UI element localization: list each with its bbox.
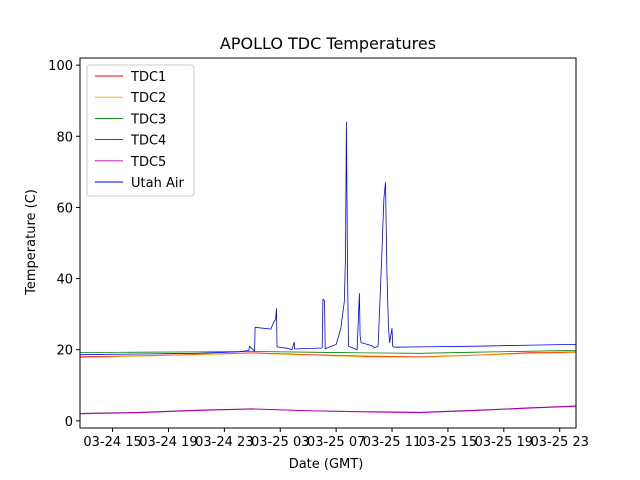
chart-title: APOLLO TDC Temperatures bbox=[220, 34, 436, 53]
y-tick-label: 80 bbox=[56, 130, 73, 145]
plot-frame bbox=[79, 57, 577, 429]
x-tick-label: 03-24 23 bbox=[195, 435, 253, 450]
y-tick-label: 20 bbox=[56, 344, 73, 359]
legend-label: TDC1 bbox=[130, 70, 166, 85]
x-tick-label: 03-25 19 bbox=[475, 435, 533, 450]
x-tick-label: 03-25 23 bbox=[530, 435, 588, 450]
legend-box bbox=[86, 64, 195, 197]
x-tick-label: 03-25 03 bbox=[251, 435, 309, 450]
y-tick-label: 60 bbox=[56, 201, 73, 216]
x-tick-label: 03-24 19 bbox=[139, 435, 197, 450]
legend: TDC1 TDC2 TDC3 TDC4 TDC5 Utah Air bbox=[86, 64, 195, 197]
plot-area bbox=[79, 121, 577, 415]
legend-label: TDC2 bbox=[130, 91, 166, 106]
y-tick-label: 0 bbox=[65, 415, 73, 430]
series-line-tdc3 bbox=[79, 350, 577, 354]
x-axis-title: Date (GMT) bbox=[289, 457, 364, 472]
series-line-tdc5 bbox=[79, 405, 577, 415]
y-axis: 0 20 40 60 80 100 bbox=[48, 59, 80, 430]
series-line-tdc2 bbox=[79, 352, 577, 358]
x-tick-label: 03-25 11 bbox=[363, 435, 421, 450]
legend-label: TDC5 bbox=[130, 155, 166, 170]
x-tick-label: 03-25 15 bbox=[419, 435, 477, 450]
x-tick-label: 03-25 07 bbox=[307, 435, 365, 450]
legend-label: TDC3 bbox=[130, 112, 166, 127]
x-tick-label: 03-24 15 bbox=[83, 435, 141, 450]
legend-label: TDC4 bbox=[130, 134, 166, 149]
y-tick-label: 40 bbox=[56, 273, 73, 288]
legend-label: Utah Air bbox=[131, 176, 184, 191]
y-tick-label: 100 bbox=[48, 59, 73, 74]
y-axis-title: Temperature (C) bbox=[24, 189, 39, 296]
series-line-utah-air bbox=[79, 121, 577, 356]
